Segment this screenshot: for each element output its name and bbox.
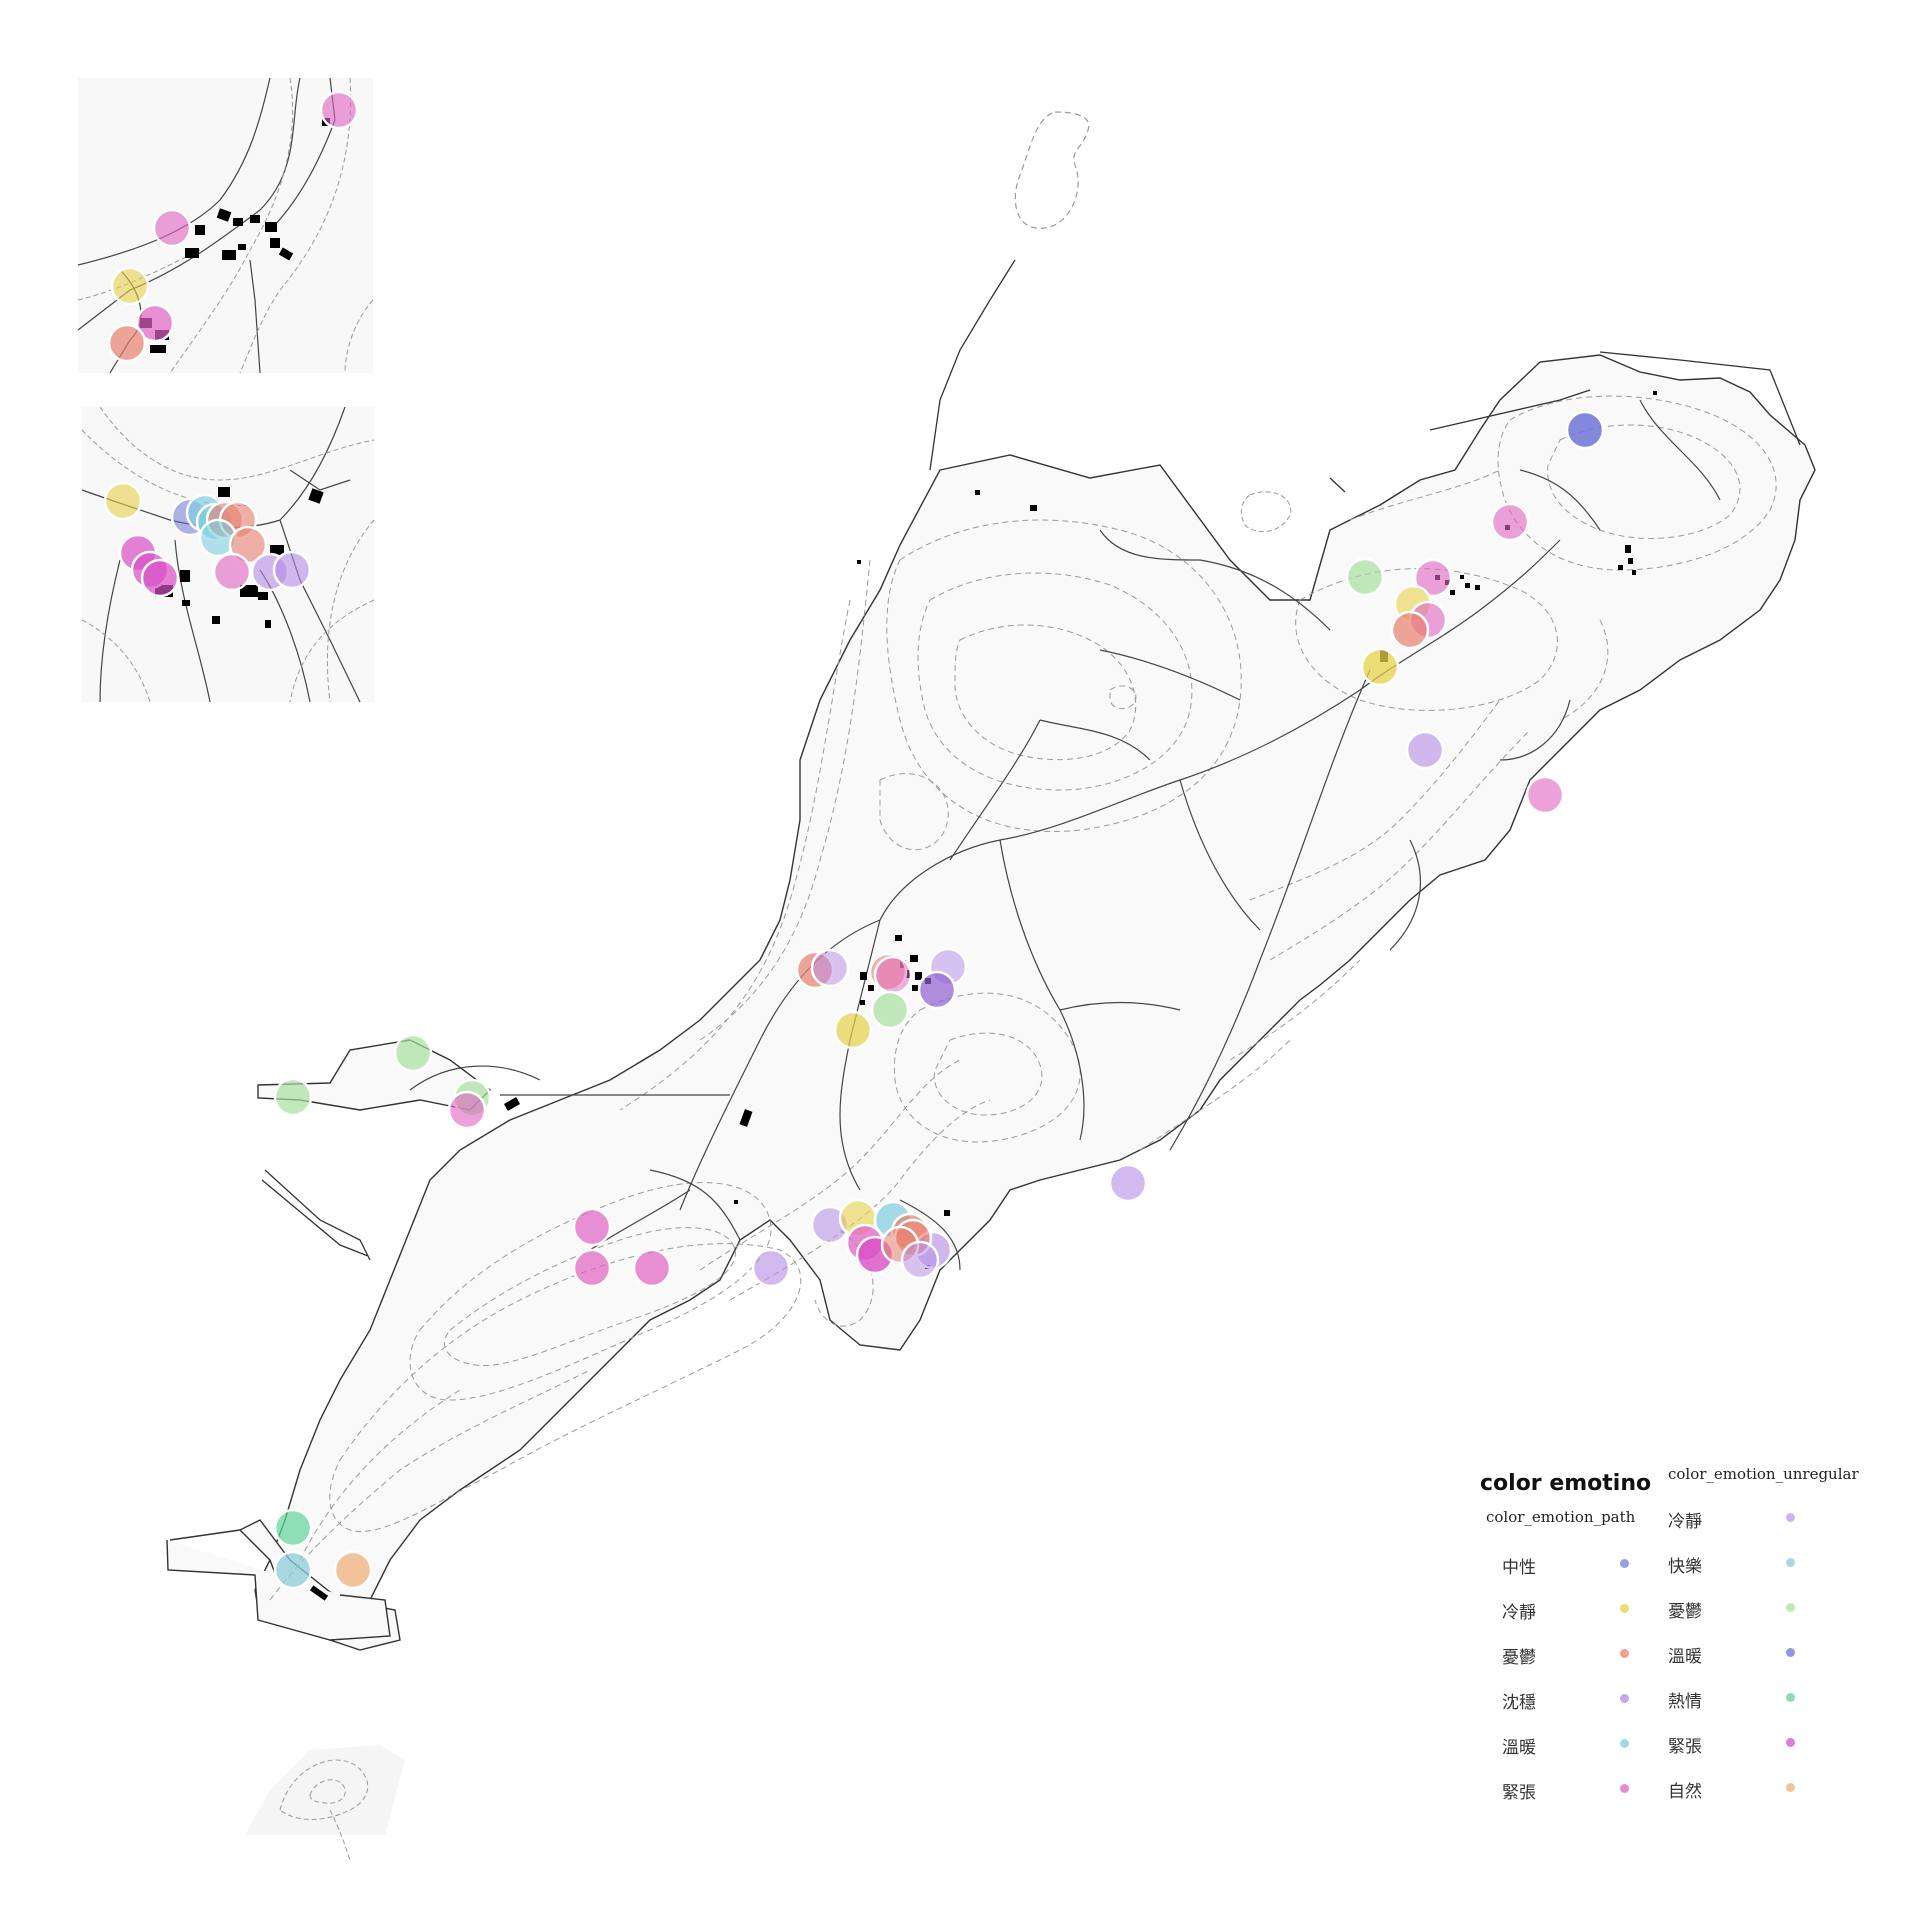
marker-tense — [1525, 775, 1565, 815]
island-landmass — [166, 354, 1816, 1651]
legend-path-field: color_emotion_path — [1486, 1508, 1636, 1526]
legend-path-item: 沈穩 — [1502, 1688, 1642, 1733]
legend-unregular-swatch — [1786, 1558, 1795, 1567]
legend-path-label: 緊張 — [1502, 1783, 1536, 1803]
legend-path-item: 緊張 — [1502, 1778, 1642, 1823]
marker-steady — [810, 948, 850, 988]
legend-unregular-swatch — [1786, 1693, 1795, 1702]
legend-path-label: 憂鬱 — [1502, 1648, 1536, 1668]
legend-title: color emotino — [1480, 1471, 1652, 1496]
marker-tense — [1413, 558, 1453, 598]
marker-melancholy-green — [393, 1033, 433, 1073]
pier-lines — [261, 259, 1801, 1261]
marker-steady — [1405, 730, 1445, 770]
marker-calm-yellow — [833, 1010, 873, 1050]
legend-unregular-swatch — [1786, 1603, 1795, 1612]
legend-path-label: 冷靜 — [1502, 1603, 1536, 1623]
legend-unregular-label: 快樂 — [1668, 1557, 1702, 1577]
legend-path-swatch — [1620, 1559, 1629, 1568]
legend-path-item: 冷靜 — [1502, 1598, 1642, 1643]
legend-path-swatch — [1620, 1649, 1629, 1658]
marker-steady — [917, 970, 957, 1010]
marker-tense — [572, 1207, 612, 1247]
legend-path-swatch — [1620, 1784, 1629, 1793]
legend-unregular-item: 熱情 — [1668, 1687, 1808, 1732]
legend-unregular-label: 緊張 — [1668, 1737, 1702, 1757]
legend-unregular-item: 自然 — [1668, 1777, 1808, 1822]
legend-unregular-item: 緊張 — [1668, 1732, 1808, 1777]
marker-steady — [900, 1240, 940, 1280]
marker-tense — [572, 1248, 612, 1288]
marker-passion — [273, 1508, 313, 1548]
legend-unregular-item: 憂鬱 — [1668, 1597, 1808, 1642]
legend-unregular-swatch — [1786, 1648, 1795, 1657]
legend-unregular-field: color_emotion_unregular — [1668, 1465, 1859, 1483]
legend-path-list: 中性冷靜憂鬱沈穩溫暖緊張 — [1502, 1553, 1642, 1823]
marker-steady — [1108, 1163, 1148, 1203]
marker-melancholy-green — [870, 990, 910, 1030]
marker-tense — [873, 955, 913, 995]
legend-path-item: 憂鬱 — [1502, 1643, 1642, 1688]
marker-melancholy — [1390, 610, 1430, 650]
marker-tense — [1490, 502, 1530, 542]
inset-map-north-village — [77, 77, 374, 374]
legend-path-swatch — [1620, 1739, 1629, 1748]
islet-outline — [1014, 111, 1090, 229]
legend-path-label: 中性 — [1502, 1558, 1536, 1578]
legend-unregular-label: 憂鬱 — [1668, 1602, 1702, 1622]
legend-path-label: 沈穩 — [1502, 1693, 1536, 1713]
legend-path-swatch — [1620, 1604, 1629, 1613]
marker-warm-blue — [1565, 410, 1605, 450]
map-legend: color emotino color_emotion_unregular co… — [1480, 1465, 1880, 1805]
legend-unregular-item: 溫暖 — [1668, 1642, 1808, 1687]
marker-melancholy-green — [273, 1077, 313, 1117]
marker-tense — [632, 1248, 672, 1288]
legend-unregular-item: 快樂 — [1668, 1552, 1808, 1597]
legend-path-label: 溫暖 — [1502, 1738, 1536, 1758]
marker-steady — [751, 1248, 791, 1288]
marker-melancholy-green — [1345, 557, 1385, 597]
marker-tense — [447, 1090, 487, 1130]
legend-path-item: 溫暖 — [1502, 1733, 1642, 1778]
legend-unregular-label: 熱情 — [1668, 1692, 1702, 1712]
islet-outline-small — [1240, 491, 1292, 533]
legend-path-swatch — [1620, 1694, 1629, 1703]
legend-unregular-swatch — [1786, 1738, 1795, 1747]
legend-unregular-swatch — [1786, 1513, 1795, 1522]
marker-nature — [333, 1550, 373, 1590]
inset-map-south-village — [81, 406, 375, 703]
emotion-markers — [273, 410, 1605, 1590]
legend-unregular-label: 冷靜 — [1668, 1512, 1702, 1532]
legend-path-item: 中性 — [1502, 1553, 1642, 1598]
legend-unregular-label: 溫暖 — [1668, 1647, 1702, 1667]
legend-unregular-item: 冷靜 — [1668, 1507, 1808, 1552]
legend-unregular-label: 自然 — [1668, 1782, 1702, 1802]
marker-happy — [273, 1550, 313, 1590]
legend-unregular-list: 冷靜快樂憂鬱溫暖熱情緊張自然 — [1668, 1507, 1808, 1822]
marker-calm-yellow — [1360, 647, 1400, 687]
south-islet — [245, 1745, 405, 1861]
roads — [409, 399, 1721, 1271]
legend-unregular-swatch — [1786, 1783, 1795, 1792]
